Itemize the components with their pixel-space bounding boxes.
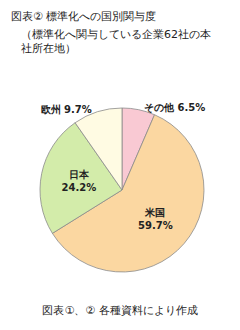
svg-text:59.7%: 59.7% <box>138 220 173 231</box>
svg-text:図表② 標準化への国別関与度: 図表② 標準化への国別関与度 <box>11 10 156 23</box>
svg-text:欧州 9.7%: 欧州 9.7% <box>41 104 92 115</box>
svg-text:（標準化へ関与している企業62社の本: （標準化へ関与している企業62社の本 <box>21 28 211 41</box>
svg-text:日本: 日本 <box>69 169 90 180</box>
svg-text:社所在地）: 社所在地） <box>21 42 76 55</box>
svg-text:24.2%: 24.2% <box>62 182 97 193</box>
svg-text:図表①、② 各種資料により作成: 図表①、② 各種資料により作成 <box>42 304 197 317</box>
svg-text:その他 6.5%: その他 6.5% <box>144 102 205 113</box>
svg-text:米国: 米国 <box>144 207 165 218</box>
